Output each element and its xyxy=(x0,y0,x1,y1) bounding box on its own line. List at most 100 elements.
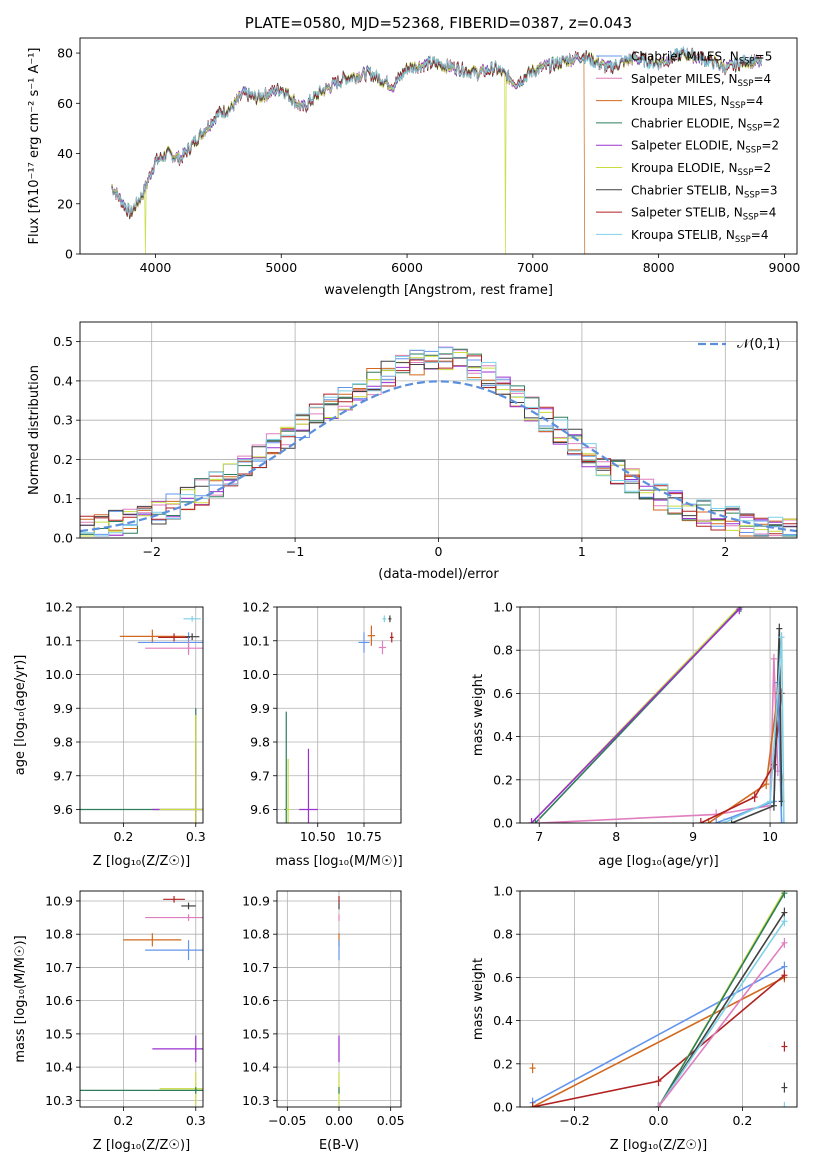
x-tick-label: 10 xyxy=(762,829,778,844)
spectrum-line-kroupa-stelib xyxy=(111,46,762,216)
legend-entry: Chabrier ELODIE, NSSP=2 xyxy=(631,116,780,133)
legend-label: Salpeter STELIB, N xyxy=(631,206,743,220)
plot-frame xyxy=(276,890,402,1108)
y-tick-label: 0.3 xyxy=(53,413,73,428)
weight-series-kroupa-stelib xyxy=(720,632,787,823)
y-tick-label: 9.6 xyxy=(250,802,270,817)
y-axis-label: Normed distribution xyxy=(27,365,42,495)
mass-vs-Z-data xyxy=(80,895,203,1106)
legend-subscript: SSP xyxy=(735,235,751,245)
x-tick-label: −0.2 xyxy=(559,1113,589,1128)
x-axis-label: (data-model)/error xyxy=(378,567,499,582)
y-tick-label: 0.0 xyxy=(493,816,513,831)
legend-subscript: SSP xyxy=(745,146,761,156)
x-tick-label: 7 xyxy=(535,829,543,844)
errorbar-point-chabrier-stelib xyxy=(181,902,196,910)
weight-line xyxy=(657,942,786,1107)
legend-label: Salpeter ELODIE, N xyxy=(631,139,745,153)
x-tick-label: 0.2 xyxy=(113,1113,133,1128)
legend-entry: Kroupa MILES, NSSP=4 xyxy=(631,94,763,111)
errorbar-point-salpeter-stelib xyxy=(158,633,190,642)
errorbar-point-salpeter-miles xyxy=(145,914,203,921)
weight-line xyxy=(723,637,785,823)
x-tick-label: 0.2 xyxy=(113,829,133,844)
y-axis-label: mass [log₁₀(M/M☉)] xyxy=(13,935,28,1062)
legend-label: Kroupa ELODIE, N xyxy=(631,161,738,175)
legend-subscript: SSP xyxy=(743,213,759,223)
legend-label: Chabrier STELIB, N xyxy=(631,183,744,197)
y-tick-label: 0.5 xyxy=(53,334,73,349)
y-tick-label: 0.4 xyxy=(493,1013,513,1028)
y-tick-label: 10.4 xyxy=(45,1060,73,1075)
weight-series-kroupa-stelib xyxy=(655,916,788,1107)
y-tick-label: 10.2 xyxy=(242,600,270,615)
legend-count: =5 xyxy=(755,50,773,64)
errorbar-point-kroupa-stelib xyxy=(382,615,387,623)
x-tick-label: −0.05 xyxy=(268,1113,306,1128)
plot-frame xyxy=(79,37,798,255)
plot-frame xyxy=(79,606,204,824)
legend-count: =2 xyxy=(761,139,779,153)
legend-count: =2 xyxy=(753,161,771,175)
y-tick-label: 0.8 xyxy=(493,643,513,658)
y-tick-label: 10.1 xyxy=(242,633,270,648)
y-axis-label: Flux [fλ10⁻¹⁷ erg cm⁻² s⁻¹ A⁻¹] xyxy=(27,48,42,245)
weight-series-chabrier-elodie xyxy=(655,891,788,1107)
legend-label: Kroupa STELIB, N xyxy=(631,228,735,242)
errorbar-point-salpeter-miles xyxy=(145,641,203,655)
errorbar-point-kroupa-elodie xyxy=(286,758,290,823)
y-tick-label: 1.0 xyxy=(493,600,513,615)
plot-frame xyxy=(79,321,798,539)
age-vs-mass-data xyxy=(284,615,394,823)
errorbar-point-kroupa-miles xyxy=(367,625,376,646)
legend-entry: Kroupa STELIB, NSSP=4 xyxy=(631,228,769,245)
legend-subscript: SSP xyxy=(747,123,763,133)
y-tick-label: 10.1 xyxy=(45,633,73,648)
x-tick-label: 0.3 xyxy=(186,1113,206,1128)
x-tick-label: 8000 xyxy=(643,260,675,275)
weight-vs-Z-data xyxy=(529,891,788,1107)
y-tick-label: 10.9 xyxy=(242,893,270,908)
y-tick-label: 10.6 xyxy=(242,993,270,1008)
x-tick-label: 0.00 xyxy=(325,1113,353,1128)
y-tick-label: 10.8 xyxy=(45,927,73,942)
legend-label: Salpeter MILES, N xyxy=(631,72,738,86)
errorbar-point-chabrier-stelib xyxy=(184,633,200,641)
x-tick-label: 6000 xyxy=(391,260,423,275)
weight-series-salpeter-elodie xyxy=(528,607,743,823)
age-vs-Z-panel: 0.2 0.3 9.6 9.7 9.8 9.9 10.0 10.1 10.2 Z [log₁₀(Z… xyxy=(13,600,206,870)
y-tick-label: 0.2 xyxy=(493,772,513,787)
weight-vs-Z-panel: −0.2 0.0 0.2 0.0 0.2 0.4 0.6 0.8 1.0 Z [log₁₀(Z/Z… xyxy=(471,884,798,1153)
x-tick-label: 1 xyxy=(578,544,586,559)
y-tick-label: 0.1 xyxy=(53,491,73,506)
y-tick-label: 10.9 xyxy=(45,893,73,908)
y-tick-label: 20 xyxy=(57,196,73,211)
legend-subscript: SSP xyxy=(738,79,754,89)
errorbar-point-salpeter-stelib xyxy=(389,632,394,643)
weight-line xyxy=(539,658,779,823)
y-tick-label: 0.4 xyxy=(493,729,513,744)
legend-entry: Chabrier STELIB, NSSP=3 xyxy=(631,183,778,200)
x-axis-label: age [log₁₀(age/yr)] xyxy=(598,854,719,869)
residuals-panel: −2 −1 0 1 2 0.0 0.1 0.2 0.3 0.4 0.5 (data-model)/er… xyxy=(27,321,798,582)
legend-count: =4 xyxy=(759,206,777,220)
y-tick-label: 10.0 xyxy=(242,667,270,682)
plot-frame xyxy=(519,606,798,824)
weight-series-salpeter-stelib xyxy=(529,970,788,1107)
errorbar-point-kroupa-stelib xyxy=(183,616,201,622)
x-tick-label: 8 xyxy=(612,829,620,844)
age-vs-mass-panel: 10.50 10.75 9.6 9.7 9.8 9.9 10.0 10.1 10.2 mass [… xyxy=(242,600,403,870)
histogram-kroupa-stelib xyxy=(80,347,797,538)
normal-curve xyxy=(80,380,797,533)
y-tick-label: 9.7 xyxy=(250,768,270,783)
legend-entry: Kroupa ELODIE, NSSP=2 xyxy=(631,161,771,178)
y-tick-label: 0.6 xyxy=(493,970,513,985)
histogram-data xyxy=(80,346,797,538)
y-tick-label: 10.3 xyxy=(45,1093,73,1108)
legend-count: =4 xyxy=(751,228,769,242)
legend-subscript: SSP xyxy=(730,101,746,111)
y-tick-label: 10.5 xyxy=(242,1026,270,1041)
x-axis-label: Z [log₁₀(Z/Z☉)] xyxy=(93,1138,190,1153)
